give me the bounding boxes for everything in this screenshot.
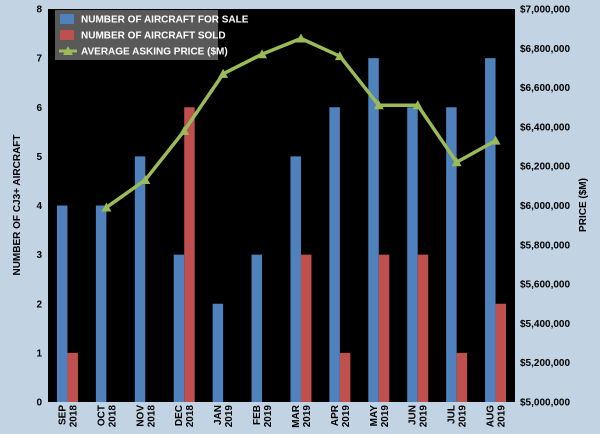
price-marker xyxy=(295,33,306,43)
bar-for-sale xyxy=(290,156,301,402)
plot-area xyxy=(48,9,515,402)
bar-for-sale xyxy=(329,107,340,402)
y2-tick-label: $5,600,000 xyxy=(520,280,570,291)
x-tick-label: APR2019 xyxy=(330,404,352,427)
y-axis-title: NUMBER OF CJ3+ AIRCRAFT xyxy=(12,134,23,275)
y2-axis-title: PRICE ($M) xyxy=(578,178,589,232)
price-marker xyxy=(490,135,501,145)
y2-tick-label: $5,000,000 xyxy=(520,398,570,409)
price-marker xyxy=(179,125,190,135)
left-axis-ticks: 0 1 2 3 4 5 6 7 8 xyxy=(36,5,42,409)
y-tick-label: 8 xyxy=(36,5,42,16)
price-marker xyxy=(373,100,384,110)
legend-label: AVERAGE ASKING PRICE ($M) xyxy=(81,47,228,58)
legend-swatch-for-sale xyxy=(60,14,74,24)
y-tick-label: 3 xyxy=(36,250,42,261)
y-tick-label: 7 xyxy=(36,54,42,65)
y-tick-label: 5 xyxy=(36,152,42,163)
x-tick-label: AUG2019 xyxy=(486,405,508,428)
price-marker xyxy=(140,174,151,184)
legend-swatch-sold xyxy=(60,30,74,40)
y2-tick-label: $5,800,000 xyxy=(520,240,570,251)
y2-tick-label: $5,400,000 xyxy=(520,319,570,330)
price-marker xyxy=(218,68,229,78)
y2-tick-label: $6,800,000 xyxy=(520,44,570,55)
x-tick-label: OCT2018 xyxy=(96,405,118,428)
bar-for-sale xyxy=(173,254,185,402)
x-tick-label: DEC2018 xyxy=(174,405,196,428)
y2-tick-label: $6,200,000 xyxy=(520,162,570,173)
y2-tick-label: $6,400,000 xyxy=(520,122,570,133)
bar-for-sale xyxy=(485,58,496,402)
bar-sold xyxy=(300,254,312,402)
legend-swatch-price-marker xyxy=(63,46,73,55)
x-tick-label: MAY2019 xyxy=(369,405,391,428)
x-tick-label: NOV2018 xyxy=(135,405,157,428)
bar-sold xyxy=(339,352,351,402)
x-tick-label: JAN2019 xyxy=(213,405,235,428)
x-tick-label: SEP2018 xyxy=(57,405,79,428)
y-tick-label: 1 xyxy=(36,348,42,359)
bar-for-sale xyxy=(56,205,68,402)
y2-tick-label: $6,600,000 xyxy=(520,83,570,94)
legend-label: NUMBER OF AIRCRAFT SOLD xyxy=(81,31,226,42)
y-tick-label: 4 xyxy=(36,201,42,212)
legend-box xyxy=(55,10,218,60)
right-axis-ticks: $5,000,000 $5,200,000 $5,400,000 $5,600,000… xyxy=(520,5,570,409)
bar-for-sale xyxy=(407,107,418,402)
price-marker xyxy=(101,202,112,212)
bar-series xyxy=(56,58,507,402)
y-tick-label: 0 xyxy=(36,398,42,409)
bar-for-sale xyxy=(212,303,224,402)
y-tick-label: 6 xyxy=(36,103,42,114)
bar-sold xyxy=(417,254,429,402)
x-tick-label: FEB2019 xyxy=(252,405,274,428)
bar-sold xyxy=(67,352,78,402)
y2-tick-label: $6,000,000 xyxy=(520,201,570,212)
line-series xyxy=(101,33,501,212)
price-marker xyxy=(257,49,268,59)
bar-for-sale xyxy=(95,205,107,402)
bar-sold xyxy=(378,254,390,402)
x-axis-ticks: SEP2018 OCT2018 NOV2018 DEC2018 JAN2019 FEB20… xyxy=(57,404,507,428)
y2-tick-label: $5,200,000 xyxy=(520,358,570,369)
bar-for-sale xyxy=(368,58,379,402)
legend: NUMBER OF AIRCRAFT FOR SALE NUMBER OF AIR… xyxy=(55,10,249,60)
y-tick-label: 2 xyxy=(36,299,42,310)
bar-for-sale xyxy=(251,254,263,402)
x-tick-label: JUL2019 xyxy=(447,405,469,428)
bar-for-sale xyxy=(134,156,146,402)
x-tick-label: MAR2019 xyxy=(291,404,313,428)
bar-sold xyxy=(184,107,195,402)
y2-tick-label: $7,000,000 xyxy=(520,5,570,16)
price-marker xyxy=(451,157,462,167)
bar-sold xyxy=(456,352,468,402)
x-tick-label: JUN2019 xyxy=(408,405,430,428)
bar-sold xyxy=(495,303,507,402)
price-marker xyxy=(412,100,423,110)
bar-for-sale xyxy=(446,107,457,402)
legend-label: NUMBER OF AIRCRAFT FOR SALE xyxy=(81,15,249,26)
price-marker xyxy=(334,51,345,61)
